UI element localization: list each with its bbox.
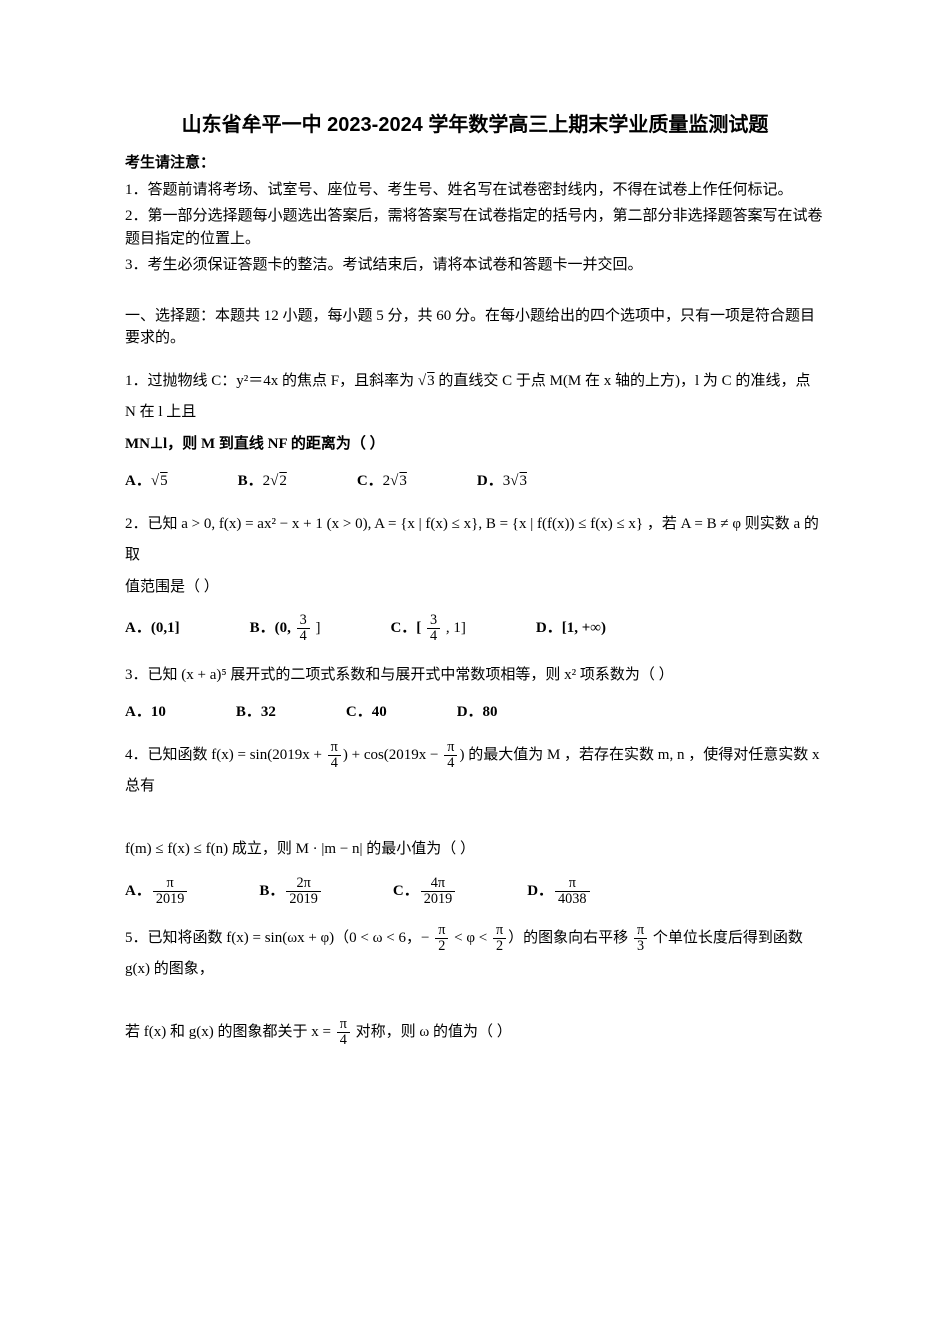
q4-f2-num: π bbox=[444, 740, 457, 756]
q1-a-val: 5 bbox=[159, 473, 168, 489]
q4-option-d: D．π4038 bbox=[527, 876, 591, 907]
q3-option-b: B．32 bbox=[236, 701, 276, 724]
q4-a-frac: π2019 bbox=[153, 876, 188, 907]
q4-d-frac: π4038 bbox=[555, 876, 590, 907]
q1-c-val: 3 bbox=[398, 473, 407, 489]
q2-b-frac: 34 bbox=[297, 613, 310, 644]
q5-s6: 对称，则 ω 的值为（ ） bbox=[352, 1024, 512, 1040]
question-4: 4．已知函数 f(x) = sin(2019x + π4) + cos(2019… bbox=[125, 740, 825, 866]
q5-s5: 若 f(x) 和 g(x) 的图象都关于 x = bbox=[125, 1024, 335, 1040]
q5-f2: π2 bbox=[493, 923, 506, 954]
q2-b-num: 3 bbox=[297, 613, 310, 629]
q1-option-c: C．2√3 bbox=[357, 470, 407, 493]
q5-f4: π4 bbox=[337, 1017, 350, 1048]
q2-option-c: C．[ 34 , 1] bbox=[390, 613, 465, 644]
notice-line-3: 3．考生必须保证答题卡的整洁。考试结束后，请将本试卷和答题卡一并交回。 bbox=[125, 254, 825, 277]
q4-b-num: 2π bbox=[286, 876, 321, 892]
q4-option-b: B．2π2019 bbox=[259, 876, 323, 907]
q4-option-a: A．π2019 bbox=[125, 876, 189, 907]
q5-f1-num: π bbox=[435, 923, 448, 939]
q1-d-label: D． bbox=[477, 473, 503, 489]
q2-option-a: A．(0,1] bbox=[125, 617, 180, 640]
q3-option-a: A．10 bbox=[125, 701, 166, 724]
page-title: 山东省牟平一中 2023-2024 学年数学高三上期末学业质量监测试题 bbox=[125, 110, 825, 140]
q4-d-label: D． bbox=[527, 883, 553, 899]
q4-a-label: A． bbox=[125, 883, 151, 899]
q4-f2-den: 4 bbox=[444, 756, 457, 771]
q4-f1: π4 bbox=[328, 740, 341, 771]
q1-b-coef: 2 bbox=[263, 473, 271, 489]
q2-option-b: B．(0, 34 ] bbox=[250, 613, 321, 644]
q4-c-label: C． bbox=[393, 883, 419, 899]
q4-f1-num: π bbox=[328, 740, 341, 756]
notice-line-2: 2．第一部分选择题每小题选出答案后，需将答案写在试卷指定的括号内，第二部分非选择… bbox=[125, 205, 825, 250]
q4-s1: 4．已知函数 f(x) = sin(2019x + bbox=[125, 747, 326, 763]
question-5: 5．已知将函数 f(x) = sin(ωx + φ)（0 < ω < 6，− π… bbox=[125, 923, 825, 1049]
q2-b-den: 4 bbox=[297, 629, 310, 644]
q1-sqrt3: 3 bbox=[426, 373, 435, 389]
q1-option-d: D．3√3 bbox=[477, 470, 527, 493]
q4-b-den: 2019 bbox=[286, 892, 321, 907]
q4-option-c: C．4π2019 bbox=[393, 876, 457, 907]
q1-stem-part1: 1．过抛物线 C：y²＝4x 的焦点 F，且斜率为 bbox=[125, 373, 418, 389]
q4-f2: π4 bbox=[444, 740, 457, 771]
q1-d-val: 3 bbox=[518, 473, 527, 489]
q4-f1-den: 4 bbox=[328, 756, 341, 771]
q2-option-d: D．[1, +∞) bbox=[536, 617, 606, 640]
q1-b-label: B． bbox=[238, 473, 263, 489]
q4-options: A．π2019 B．2π2019 C．4π2019 D．π4038 bbox=[125, 876, 825, 907]
question-1: 1．过抛物线 C：y²＝4x 的焦点 F，且斜率为 √3 的直线交 C 于点 M… bbox=[125, 366, 825, 461]
q4-c-num: 4π bbox=[421, 876, 456, 892]
notice-head: 考生请注意： bbox=[125, 152, 825, 175]
question-3: 3．已知 (x + a)⁵ 展开式的二项式系数和与展开式中常数项相等，则 x² … bbox=[125, 660, 825, 692]
q4-s2: ) + cos(2019x − bbox=[343, 747, 442, 763]
q2-stem-1: 2．已知 a > 0, f(x) = ax² − x + 1 (x > 0), … bbox=[125, 516, 819, 564]
q5-f1: π2 bbox=[435, 923, 448, 954]
q1-stem-part3: MN⊥l，则 M 到直线 NF 的距离为（ ） bbox=[125, 436, 385, 452]
q5-s3: ）的图象向右平移 bbox=[508, 930, 632, 946]
q2-b-label: B．(0, bbox=[250, 620, 295, 636]
q2-c-frac: 34 bbox=[427, 613, 440, 644]
q4-s4: f(m) ≤ f(x) ≤ f(n) 成立，则 M · |m − n| 的最小值… bbox=[125, 841, 475, 857]
notice-line-1: 1．答题前请将考场、试室号、座位号、考生号、姓名写在试卷密封线内，不得在试卷上作… bbox=[125, 179, 825, 202]
q3-option-d: D．80 bbox=[457, 701, 498, 724]
q4-c-den: 2019 bbox=[421, 892, 456, 907]
q3-option-c: C．40 bbox=[346, 701, 387, 724]
q5-f4-num: π bbox=[337, 1017, 350, 1033]
q4-d-den: 4038 bbox=[555, 892, 590, 907]
q4-a-num: π bbox=[153, 876, 188, 892]
q5-s2: < φ < bbox=[450, 930, 491, 946]
q2-c-num: 3 bbox=[427, 613, 440, 629]
q1-options: A．√5 B．2√2 C．2√3 D． 3 √ 3 bbox=[125, 470, 825, 493]
q2-c-label: C．[ bbox=[390, 620, 425, 636]
q5-f2-num: π bbox=[493, 923, 506, 939]
q4-c-frac: 4π2019 bbox=[421, 876, 456, 907]
q5-f2-den: 2 bbox=[493, 939, 506, 954]
section-1-head: 一、选择题：本题共 12 小题，每小题 5 分，共 60 分。在每小题给出的四个… bbox=[125, 305, 825, 350]
question-2: 2．已知 a > 0, f(x) = ax² − x + 1 (x > 0), … bbox=[125, 509, 825, 604]
q4-b-frac: 2π2019 bbox=[286, 876, 321, 907]
q5-f1-den: 2 bbox=[435, 939, 448, 954]
q2-c-den: 4 bbox=[427, 629, 440, 644]
q5-f3-num: π bbox=[634, 923, 647, 939]
q5-s1: 5．已知将函数 f(x) = sin(ωx + φ)（0 < ω < 6，− bbox=[125, 930, 433, 946]
q5-f3: π3 bbox=[634, 923, 647, 954]
q1-b-val: 2 bbox=[278, 473, 287, 489]
q4-a-den: 2019 bbox=[153, 892, 188, 907]
q4-b-label: B． bbox=[259, 883, 284, 899]
q1-option-b: B．2√2 bbox=[238, 470, 287, 493]
q5-f4-den: 4 bbox=[337, 1033, 350, 1048]
q3-options: A．10 B．32 C．40 D．80 bbox=[125, 701, 825, 724]
q1-option-a: A．√5 bbox=[125, 470, 168, 493]
q2-options: A．(0,1] B．(0, 34 ] C．[ 34 , 1] D．[1, +∞) bbox=[125, 613, 825, 644]
q2-b-post: ] bbox=[312, 620, 321, 636]
q1-c-label: C． bbox=[357, 473, 383, 489]
q1-a-rad: √ bbox=[151, 473, 159, 489]
q2-c-post: , 1] bbox=[442, 620, 466, 636]
q4-d-num: π bbox=[555, 876, 590, 892]
q5-f3-den: 3 bbox=[634, 939, 647, 954]
q1-a-label: A． bbox=[125, 473, 151, 489]
q2-stem-2: 值范围是（ ） bbox=[125, 579, 219, 595]
